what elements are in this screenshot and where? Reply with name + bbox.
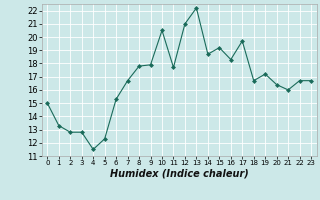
X-axis label: Humidex (Indice chaleur): Humidex (Indice chaleur)	[110, 169, 249, 179]
